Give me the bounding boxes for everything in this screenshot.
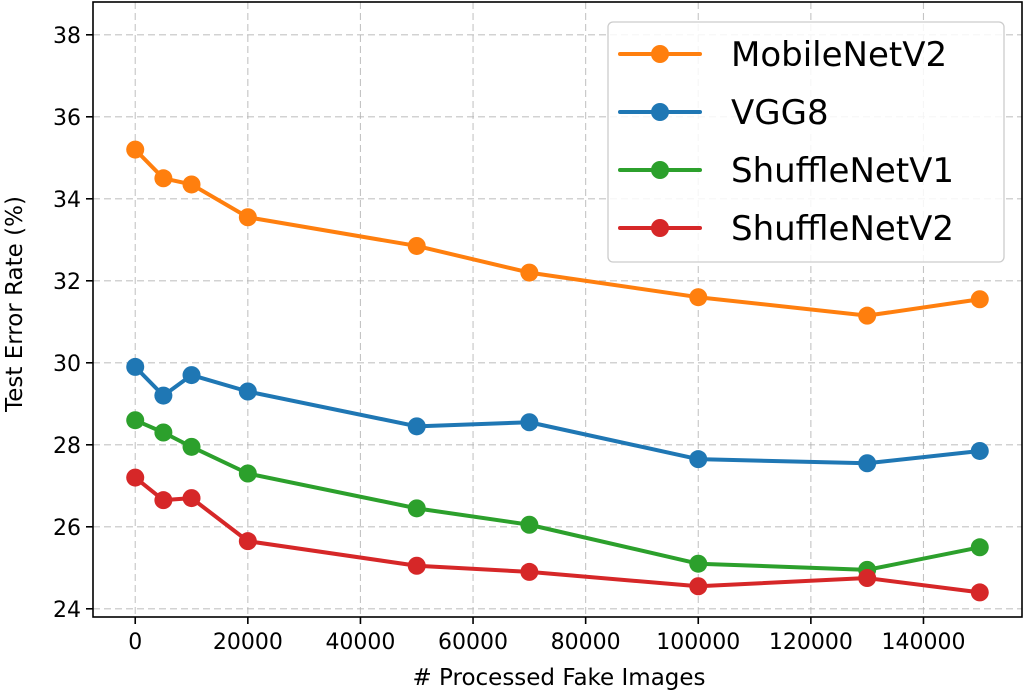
data-point-mobilenetv2 bbox=[126, 140, 145, 159]
data-point-vgg8 bbox=[970, 441, 989, 460]
y-tick-label: 38 bbox=[53, 24, 81, 49]
data-point-shufflenetv2 bbox=[407, 556, 426, 575]
series-shufflenetv1 bbox=[126, 411, 989, 579]
legend-marker-mobilenetv2 bbox=[651, 45, 669, 63]
data-point-shufflenetv1 bbox=[154, 423, 173, 442]
x-tick-label: 140000 bbox=[881, 630, 965, 655]
legend-item-shufflenetv1: ShuffleNetV1 bbox=[618, 151, 954, 191]
data-point-shufflenetv1 bbox=[970, 538, 989, 557]
y-tick-label: 32 bbox=[53, 270, 81, 295]
data-point-shufflenetv2 bbox=[858, 569, 877, 588]
data-point-mobilenetv2 bbox=[407, 236, 426, 255]
data-point-vgg8 bbox=[154, 386, 173, 405]
series-line-shufflenetv1 bbox=[133, 418, 982, 572]
x-tick-label: 100000 bbox=[656, 630, 740, 655]
legend-label-shufflenetv2: ShuffleNetV2 bbox=[731, 209, 954, 249]
data-point-shufflenetv1 bbox=[182, 437, 201, 456]
y-tick-label: 34 bbox=[53, 188, 81, 213]
y-tick-label: 28 bbox=[53, 434, 81, 459]
data-point-shufflenetv1 bbox=[689, 554, 708, 573]
data-point-shufflenetv2 bbox=[182, 489, 201, 508]
x-tick-label: 80000 bbox=[551, 630, 621, 655]
data-point-shufflenetv1 bbox=[238, 464, 257, 483]
legend-marker-shufflenetv1 bbox=[651, 161, 669, 179]
data-point-mobilenetv2 bbox=[858, 306, 877, 325]
legend-marker-vgg8 bbox=[651, 103, 669, 121]
plot-frame bbox=[92, 1, 1023, 618]
data-point-shufflenetv2 bbox=[520, 562, 539, 581]
x-tick-label: 20000 bbox=[213, 630, 283, 655]
x-tick-label: 40000 bbox=[325, 630, 395, 655]
data-point-vgg8 bbox=[689, 450, 708, 469]
data-point-shufflenetv2 bbox=[126, 468, 145, 487]
legend-item-vgg8: VGG8 bbox=[618, 93, 829, 133]
data-point-vgg8 bbox=[182, 366, 201, 385]
legend-item-shufflenetv2: ShuffleNetV2 bbox=[618, 209, 954, 249]
series-mobilenetv2 bbox=[126, 140, 989, 325]
data-point-shufflenetv1 bbox=[126, 411, 145, 430]
y-tick-label: 24 bbox=[53, 598, 81, 623]
data-point-shufflenetv2 bbox=[970, 583, 989, 602]
data-point-mobilenetv2 bbox=[520, 263, 539, 282]
legend-item-mobilenetv2: MobileNetV2 bbox=[618, 35, 947, 75]
data-point-shufflenetv1 bbox=[407, 499, 426, 518]
legend-marker-shufflenetv2 bbox=[651, 219, 669, 237]
legend-label-vgg8: VGG8 bbox=[731, 93, 829, 133]
legend-label-shufflenetv1: ShuffleNetV1 bbox=[731, 151, 954, 191]
x-tick-label: 0 bbox=[128, 630, 142, 655]
y-axis-label: Test Error Rate (%) bbox=[2, 196, 28, 413]
data-point-shufflenetv2 bbox=[689, 577, 708, 596]
y-tick-label: 30 bbox=[53, 352, 81, 377]
data-point-shufflenetv2 bbox=[238, 532, 257, 551]
x-tick-label: 60000 bbox=[438, 630, 508, 655]
data-point-shufflenetv1 bbox=[520, 515, 539, 534]
legend-label-mobilenetv2: MobileNetV2 bbox=[731, 35, 947, 75]
data-point-vgg8 bbox=[238, 382, 257, 401]
series-line-vgg8 bbox=[133, 364, 982, 466]
data-point-mobilenetv2 bbox=[238, 208, 257, 227]
data-point-vgg8 bbox=[858, 454, 877, 473]
data-point-mobilenetv2 bbox=[182, 175, 201, 194]
legend: MobileNetV2 VGG8 ShuffleNetV1 ShuffleNetV2 bbox=[607, 21, 1005, 263]
data-point-mobilenetv2 bbox=[154, 169, 173, 188]
y-tick-label: 26 bbox=[53, 516, 81, 541]
data-point-vgg8 bbox=[520, 413, 539, 432]
series-line-shufflenetv2 bbox=[133, 475, 982, 595]
series-vgg8 bbox=[126, 357, 989, 473]
data-point-vgg8 bbox=[126, 357, 145, 376]
data-point-shufflenetv2 bbox=[154, 491, 173, 510]
legend-box bbox=[607, 21, 1005, 263]
axes-layer: 0 20000 40000 60000 80000 100000 120000 140000 2… bbox=[53, 1, 1023, 655]
y-tick-label: 36 bbox=[53, 106, 81, 131]
series-layer bbox=[126, 140, 989, 602]
data-point-vgg8 bbox=[407, 417, 426, 436]
data-point-mobilenetv2 bbox=[689, 288, 708, 307]
x-tick-label: 120000 bbox=[769, 630, 853, 655]
x-axis-label: # Processed Fake Images bbox=[412, 665, 705, 691]
series-shufflenetv2 bbox=[126, 468, 989, 602]
data-point-mobilenetv2 bbox=[970, 290, 989, 309]
